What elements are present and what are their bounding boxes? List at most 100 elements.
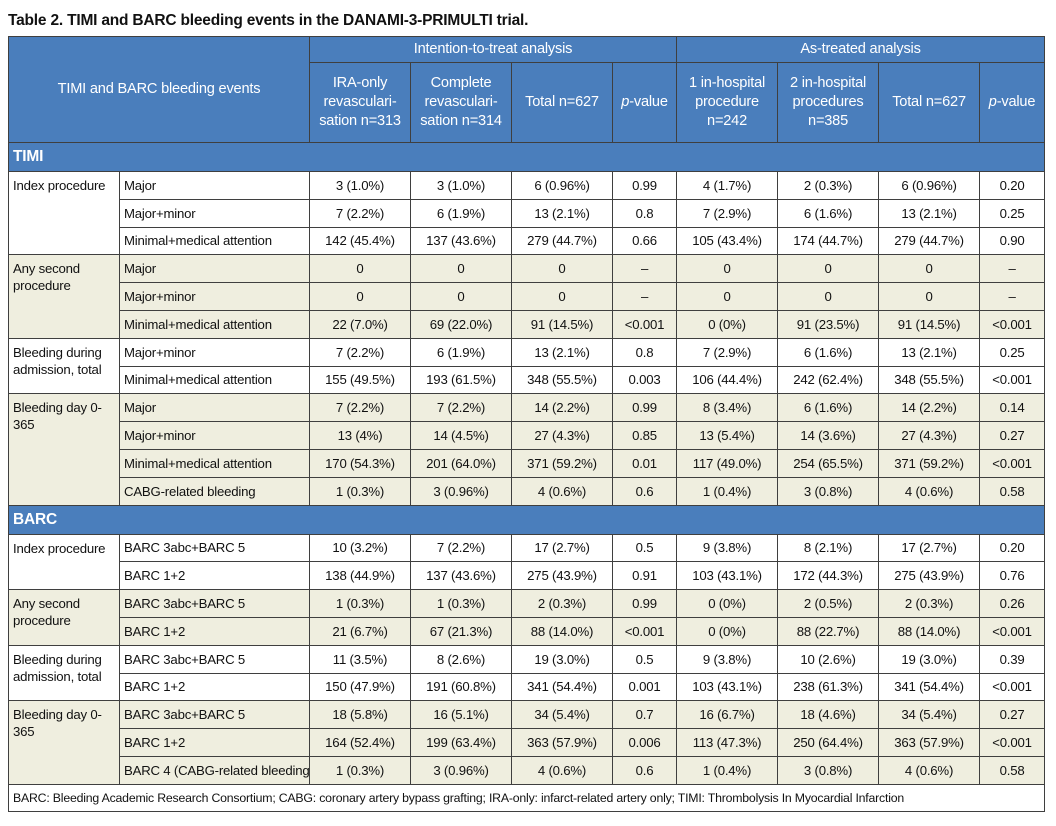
value-cell: 0.8: [611, 198, 678, 228]
group-label: Bleeding during admission, total: [8, 337, 120, 395]
value-cell: 0.5: [611, 533, 678, 563]
value-cell: 67 (21.3%): [410, 616, 512, 646]
table-row: BARC 1+2 138 (44.9%) 137 (43.6%) 275 (43.9%…: [9, 561, 1046, 591]
value-cell: 0.001: [611, 672, 678, 702]
value-cell: 0 (0%): [676, 589, 779, 618]
value-cell: 0.39: [979, 644, 1046, 674]
value-cell: 106 (44.4%): [676, 365, 779, 395]
value-cell: 0.58: [979, 755, 1046, 785]
value-cell: 3 (0.96%): [410, 755, 512, 785]
event-label: BARC 3abc+BARC 5: [119, 700, 310, 730]
value-cell: 13 (2.1%): [511, 198, 613, 228]
value-cell: 0.25: [979, 198, 1046, 228]
value-cell: 22 (7.0%): [309, 309, 411, 339]
value-cell: 363 (57.9%): [878, 728, 981, 757]
table-row: Minimal+medical attention 22 (7.0%) 69 (22…: [9, 309, 1046, 339]
value-cell: 0.14: [979, 393, 1046, 423]
value-cell: 8 (3.4%): [676, 393, 779, 423]
value-cell: 174 (44.7%): [777, 226, 880, 256]
section-row: TIMI: [7, 142, 1046, 172]
event-label: Major+minor: [119, 337, 310, 367]
value-cell: 238 (61.3%): [777, 672, 880, 702]
event-label: Major+minor: [119, 198, 310, 228]
value-cell: 0: [410, 254, 512, 284]
value-cell: 0: [511, 282, 613, 311]
col-header-two-procedures: 2 in-hospital procedures n=385: [777, 62, 880, 143]
value-cell: 6 (0.96%): [511, 171, 613, 200]
value-cell: 0.76: [979, 561, 1046, 591]
event-label: BARC 3abc+BARC 5: [119, 589, 310, 618]
value-cell: 1 (0.3%): [309, 589, 411, 618]
value-cell: 17 (2.7%): [511, 533, 613, 563]
value-cell: 6 (1.6%): [777, 337, 880, 367]
event-label: BARC 1+2: [119, 616, 310, 646]
col-header-at-total: Total n=627: [878, 62, 981, 143]
value-cell: 0.20: [979, 533, 1046, 563]
value-cell: 103 (43.1%): [676, 561, 779, 591]
value-cell: 254 (65.5%): [777, 448, 880, 478]
value-cell: 371 (59.2%): [878, 448, 981, 478]
value-cell: 0.5: [611, 644, 678, 674]
value-cell: 1 (0.4%): [676, 476, 779, 506]
value-cell: <0.001: [979, 309, 1046, 339]
section-title: BARC: [7, 504, 1046, 535]
table-header: TIMI and BARC bleeding events Intention-…: [8, 36, 1046, 143]
table-row: Bleeding day 0-365 Major 7 (2.2%) 7 (2.2%) 1…: [8, 393, 1046, 506]
table-figure: Table 2. TIMI and BARC bleeding events i…: [7, 6, 1046, 812]
value-cell: 88 (14.0%): [511, 616, 613, 646]
value-cell: 0.99: [611, 393, 678, 423]
value-cell: 117 (49.0%): [676, 448, 779, 478]
pvalue-italic: p: [621, 94, 630, 110]
event-label: Major+minor: [119, 282, 310, 311]
value-cell: 275 (43.9%): [878, 561, 981, 591]
event-label: Major: [119, 254, 310, 284]
value-cell: 0.99: [611, 589, 678, 618]
value-cell: 242 (62.4%): [777, 365, 880, 395]
value-cell: 113 (47.3%): [676, 728, 779, 757]
pvalue-suffix: -value: [996, 94, 1036, 110]
value-cell: 7 (2.9%): [676, 337, 779, 367]
value-cell: 0.66: [611, 226, 678, 256]
value-cell: 170 (54.3%): [309, 448, 411, 478]
table-row: Major+minor 13 (4%) 14 (4.5%) 27 (4.3%) 0.85…: [9, 421, 1046, 450]
value-cell: 199 (63.4%): [410, 728, 512, 757]
group-label: Bleeding day 0-365: [8, 700, 120, 785]
value-cell: 18 (5.8%): [309, 700, 411, 730]
value-cell: 4 (0.6%): [878, 755, 981, 785]
value-cell: 0 (0%): [676, 616, 779, 646]
value-cell: 191 (60.8%): [410, 672, 512, 702]
value-cell: 2 (0.3%): [511, 589, 613, 618]
value-cell: <0.001: [979, 448, 1046, 478]
value-cell: 164 (52.4%): [309, 728, 411, 757]
value-cell: 172 (44.3%): [777, 561, 880, 591]
col-header-complete: Complete revasculari-sation n=314: [410, 62, 512, 143]
value-cell: <0.001: [611, 616, 678, 646]
table-row: CABG-related bleeding 1 (0.3%) 3 (0.96%) 4 …: [9, 476, 1046, 506]
value-cell: 2 (0.3%): [777, 171, 880, 200]
value-cell: 0.91: [611, 561, 678, 591]
value-cell: 371 (59.2%): [511, 448, 613, 478]
value-cell: 7 (2.2%): [309, 337, 411, 367]
value-cell: 34 (5.4%): [878, 700, 981, 730]
event-label: Minimal+medical attention: [119, 309, 310, 339]
value-cell: 0.7: [611, 700, 678, 730]
table-row: Bleeding during admission, total BARC 3ab…: [8, 644, 1046, 702]
value-cell: 7 (2.9%): [676, 198, 779, 228]
value-cell: 363 (57.9%): [511, 728, 613, 757]
value-cell: 16 (6.7%): [676, 700, 779, 730]
value-cell: 0.90: [979, 226, 1046, 256]
value-cell: 0: [410, 282, 512, 311]
section-title: TIMI: [7, 142, 1046, 172]
value-cell: 16 (5.1%): [410, 700, 512, 730]
value-cell: 4 (0.6%): [878, 476, 981, 506]
pvalue-suffix: -value: [629, 94, 668, 110]
group-label: Index procedure: [8, 533, 120, 591]
value-cell: <0.001: [979, 728, 1046, 757]
value-cell: 2 (0.3%): [878, 589, 981, 618]
value-cell: 0.01: [611, 448, 678, 478]
value-cell: 18 (4.6%): [777, 700, 880, 730]
value-cell: 9 (3.8%): [676, 533, 779, 563]
value-cell: 3 (1.0%): [410, 171, 512, 200]
value-cell: 1 (0.3%): [410, 589, 512, 618]
value-cell: 91 (23.5%): [777, 309, 880, 339]
